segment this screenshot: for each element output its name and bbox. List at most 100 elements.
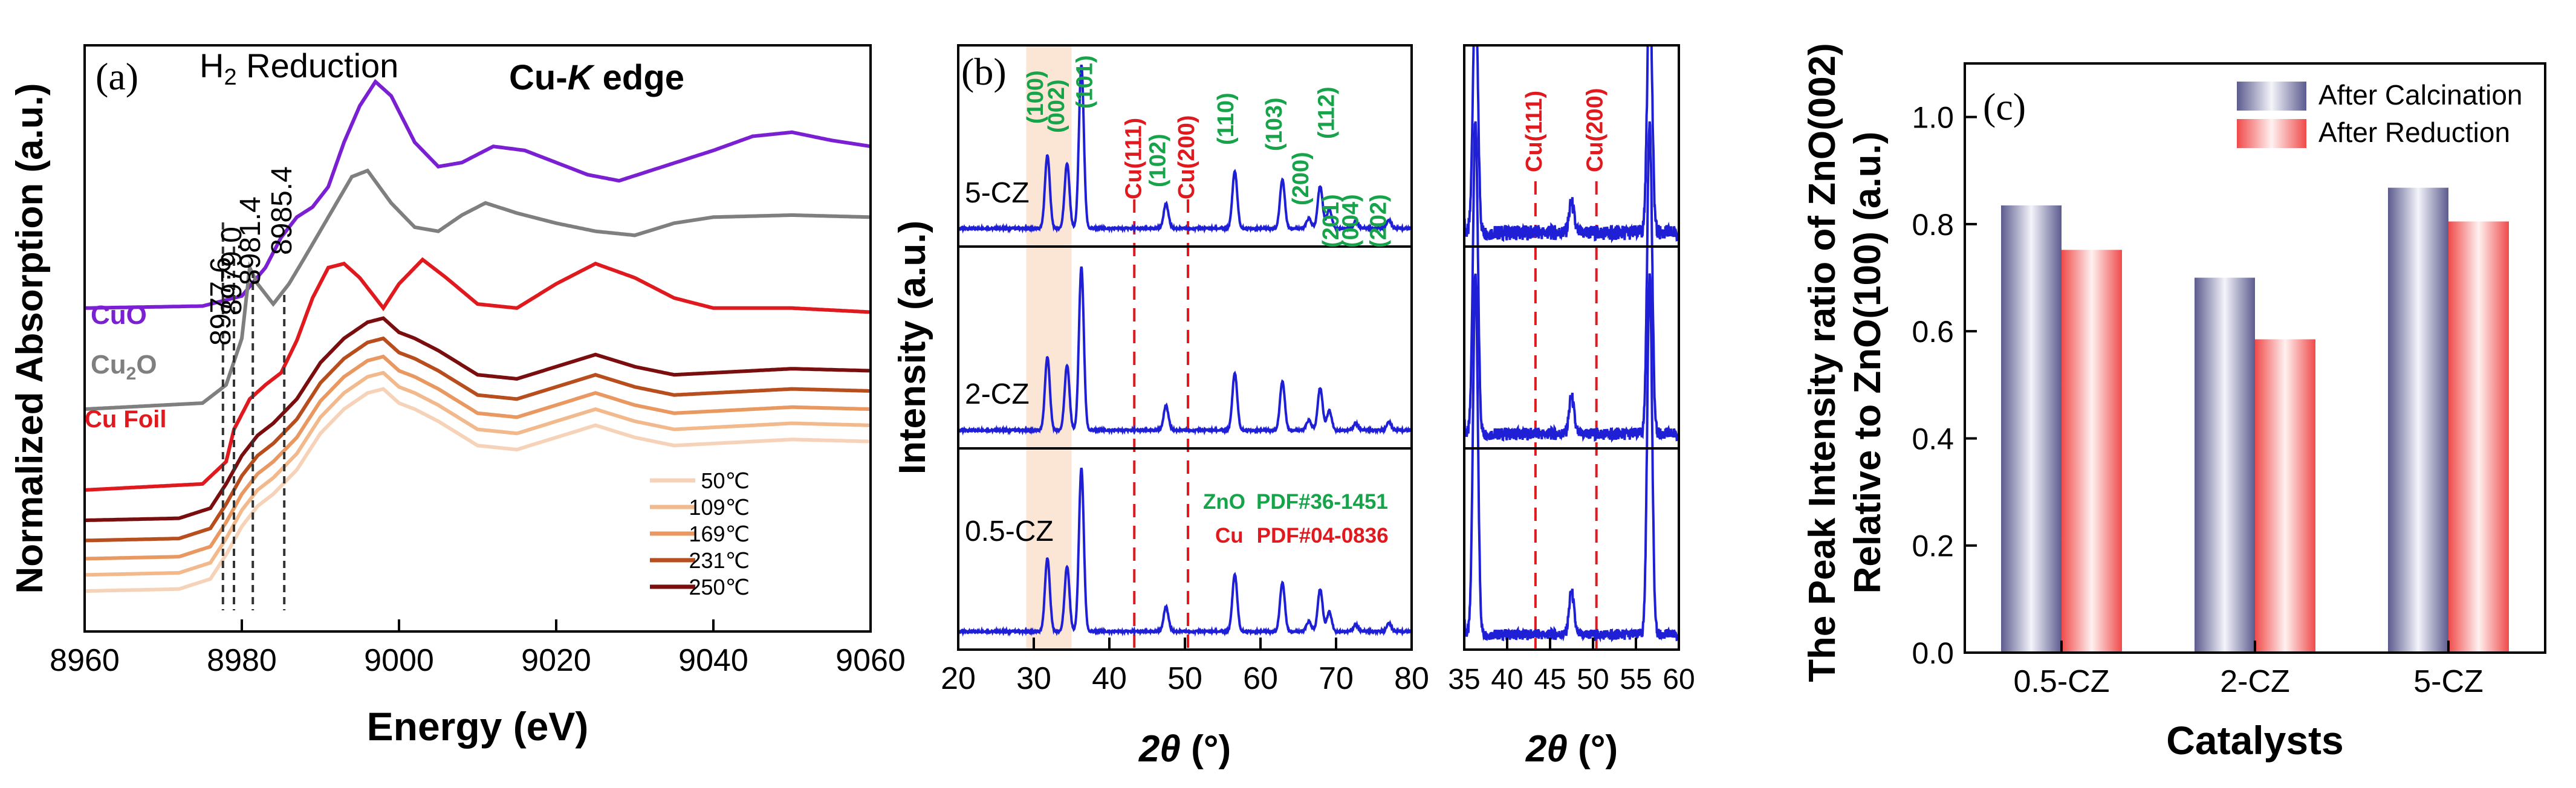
b-ref-zno: ZnO PDF#36-1451 [1203,490,1388,514]
b-x-tick-label-5: 70 [1319,661,1354,696]
c-xlabel: Catalysts [2166,718,2344,763]
b-cu-reference-lines [1133,199,1189,650]
panel-b-zoom: Cu(111) Cu(200) 35 40 45 50 55 60 2θ (°) [1448,44,1695,770]
a-label-cu2o: Cu2O [91,350,157,384]
a-x-tick-label-2: 9000 [364,643,434,678]
a-x-tick-label-5: 9060 [835,643,906,678]
b-xlabel-italic: 2θ [1138,728,1181,770]
a-legend-label-2: 169℃ [689,522,750,546]
a-curve-cu2o [85,168,871,412]
bz-cu-peak-labels: Cu(111) Cu(200) [1522,88,1608,172]
bz-trace-0 [1464,45,1679,244]
bz-x-tick-label-4: 55 [1620,664,1652,696]
a-title-prefix: Cu- [509,58,568,97]
a-x-tick-label-3: 9020 [521,643,591,678]
a-xlabel: Energy (eV) [367,704,589,749]
b-ref-zno-pdf: PDF#36-1451 [1256,490,1388,514]
a-curve-insitu-4 [85,316,871,522]
bz-axes-frame [1463,44,1680,651]
b-x-tick-label-4: 60 [1243,661,1278,696]
bz-cu-label-0: Cu(111) [1522,91,1547,172]
bz-x-ticks: 35 40 45 50 55 60 [1448,638,1695,696]
b-sample-5cz: 5-CZ [965,177,1030,209]
a-ylabel: Normalized Absorption (a.u.) [9,83,51,593]
b-xlabel: 2θ (°) [1138,728,1231,770]
c-legend-swatch-0 [2237,82,2306,111]
c-bar-2-1 [2448,221,2509,653]
bz-xlabel-italic: 2θ [1525,728,1568,770]
c-bar-1-0 [2195,277,2255,653]
bz-trace-1 [1464,121,1679,443]
b-cu-label-0: Cu(111) [1121,118,1147,199]
a-x-tick-label-1: 8980 [207,643,277,678]
c-y-tick-label-4: 0.8 [1912,208,1954,242]
c-bar-1-1 [2255,339,2315,653]
b-x-ticks: 20 30 40 50 60 70 80 [941,638,1429,696]
a-legend-label-4: 250℃ [689,575,750,599]
panel-c-bars: 0.0 0.2 0.4 0.6 0.8 1.0 0.5-CZ 2-CZ 5-CZ (c) Af… [1802,43,2546,763]
panel-b-xrd: (100)(002) (101) (102) (110) (103)(200)(112)… [892,44,1429,770]
a-legend-label-1: 109℃ [689,495,750,520]
b-x-tick-label-1: 30 [1016,661,1051,696]
c-y-ticks: 0.0 0.2 0.4 0.6 0.8 1.0 [1912,101,1977,670]
a-curve-insitu-1 [85,370,871,577]
b-cu-peak-labels: Cu(111) Cu(200) [1121,115,1200,199]
bz-x-tick-label-1: 40 [1491,664,1523,696]
bz-xlabel-suffix: (°) [1568,728,1618,770]
b-panel-label: (b) [961,50,1007,93]
a-axes-frame [83,44,872,633]
a-curve-insitu-0 [85,387,871,593]
a-curve-insitu-3 [85,336,871,543]
b-zno-label-5: (103) [1262,97,1287,151]
bz-x-tick-label-5: 60 [1663,664,1695,696]
bz-cu-reference-lines [1534,181,1598,650]
bz-cu-label-1: Cu(200) [1583,88,1608,172]
c-bar-0-0 [2001,205,2062,653]
a-cu2o-main: Cu [91,350,126,379]
b-x-tick-label-2: 40 [1092,661,1127,696]
a-x-tick-label-0: 8960 [50,643,120,678]
c-legend-label-1: After Reduction [2318,117,2510,148]
a-curve-insitu-2 [85,354,871,561]
a-curve-cuo [85,79,871,310]
b-traces [958,64,1412,637]
b-zno-label-3: (102) [1146,134,1171,187]
b-zno-label-8: (201) [1319,194,1344,248]
c-y-tick-label-3: 0.6 [1912,315,1954,349]
c-x-tick-label-2: 5-CZ [2413,664,2484,699]
a-curves [85,79,871,593]
b-ref-cu: Cu PDF#04-0836 [1215,524,1389,547]
bz-x-tick-label-0: 35 [1448,664,1480,696]
a-label-cuo: CuO [91,300,147,330]
b-zno-label-2: (101) [1072,55,1097,109]
c-bar-2-0 [2388,187,2448,653]
a-legend-label-3: 231℃ [689,548,750,573]
a-edge-marker-label-1: 8979.0 [216,227,248,315]
b-trace-0 [958,64,1412,234]
b-zno-peak-labels: (100)(002) (101) (102) (110) (103)(200)(112)… [1023,55,1392,248]
c-y-tick-label-1: 0.2 [1912,529,1954,563]
b-zno-label-9: (004) [1338,194,1363,248]
a-x-ticks: 8960 8980 9000 9020 9040 9060 [50,619,906,678]
b-cu-label-1: Cu(200) [1174,115,1199,199]
b-sample-05cz: 0.5-CZ [965,515,1054,547]
b-trace-1 [958,266,1412,436]
a-annotation-sub: 2 [224,65,236,90]
bz-xlabel: 2θ (°) [1525,728,1618,770]
bz-x-tick-label-2: 45 [1534,664,1566,696]
c-ylabel-line1: The Peak Intensity ratio of ZnO(002) [1802,43,1843,682]
b-ref-cu-label: Cu [1215,524,1244,547]
b-zno-label-0: (100) [1023,70,1048,124]
c-legend: After Calcination After Reduction [2237,79,2523,148]
c-legend-label-0: After Calcination [2318,79,2523,111]
a-label-cufoil: Cu Foil [85,406,167,433]
b-zno-label-10: (202) [1366,194,1392,248]
a-h2-annotation: H2 Reduction [200,47,398,90]
c-bars [2001,187,2509,653]
a-title: Cu-K edge [509,58,684,97]
c-x-tick-label-0: 0.5-CZ [2014,664,2110,699]
b-ref-cu-pdf: PDF#04-0836 [1257,524,1389,547]
